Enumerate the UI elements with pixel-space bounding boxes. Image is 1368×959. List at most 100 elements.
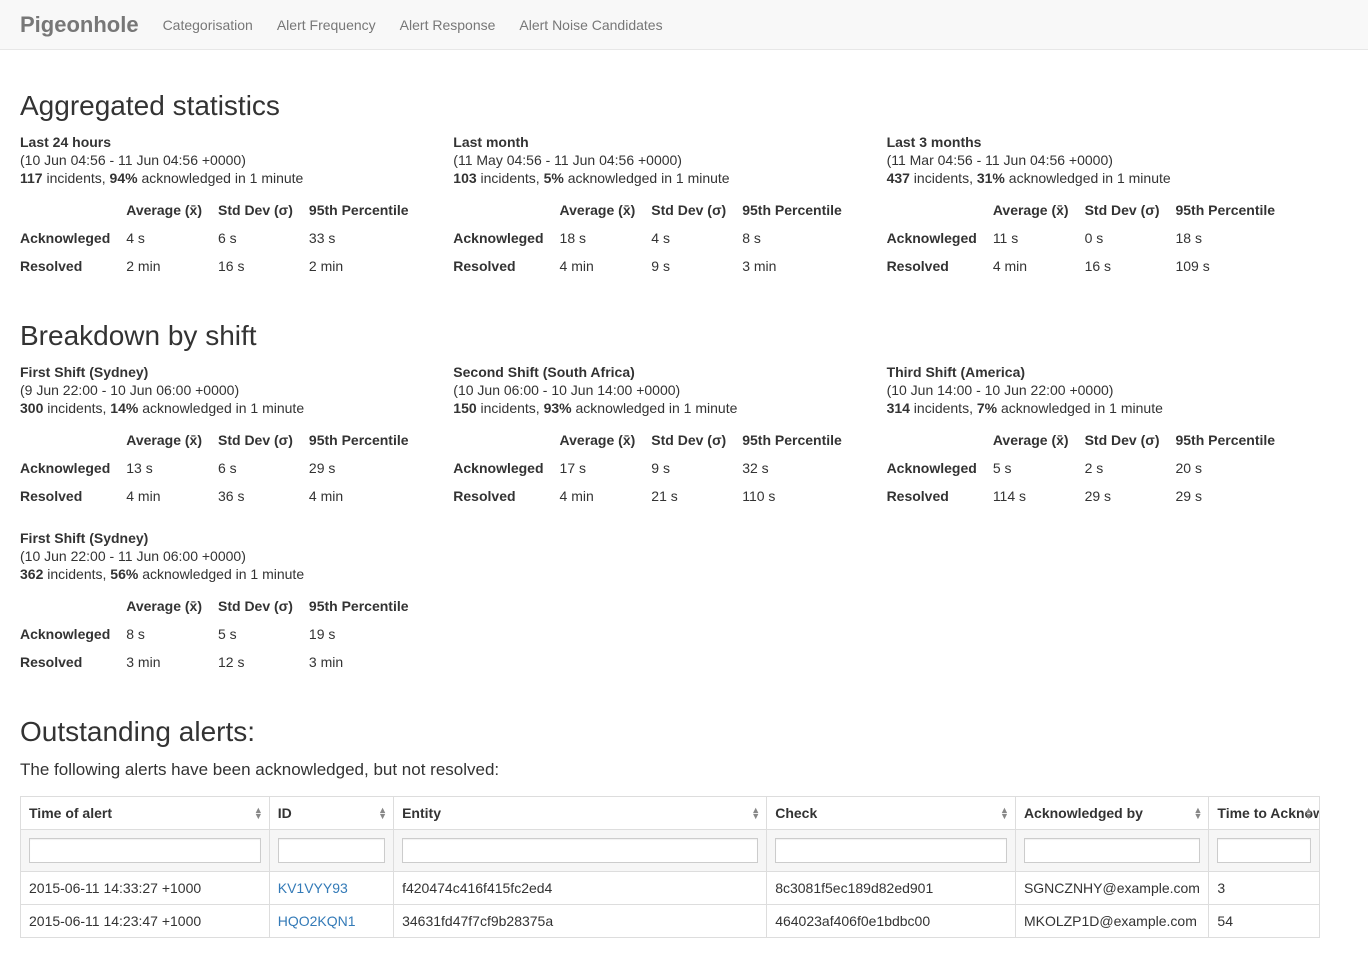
stats-row-label: Acknowleged <box>20 224 126 252</box>
stats-cell: 109 s <box>1175 252 1291 280</box>
stats-cell: 110 s <box>742 482 858 510</box>
aggregated-heading: Aggregated statistics <box>20 90 1320 122</box>
incident-count: 300 <box>20 400 43 416</box>
block-summary: 150 incidents, 93% acknowledged in 1 min… <box>453 400 866 416</box>
outstanding-subheading: The following alerts have been acknowled… <box>20 760 1320 780</box>
summary-tail: acknowledged in 1 minute <box>572 400 738 416</box>
outstanding-heading: Outstanding alerts: <box>20 716 1320 748</box>
alerts-th[interactable]: Entity▲▼ <box>394 797 767 830</box>
summary-mid: incidents, <box>910 400 977 416</box>
block-range: (10 Jun 22:00 - 11 Jun 06:00 +0000) <box>20 548 433 564</box>
stats-cell: 3 min <box>126 648 218 676</box>
stats-th-p95: 95th Percentile <box>742 426 858 454</box>
stats-row-label: Acknowleged <box>20 454 126 482</box>
stats-cell: 17 s <box>560 454 652 482</box>
summary-tail: acknowledged in 1 minute <box>138 566 304 582</box>
stats-th-p95: 95th Percentile <box>309 196 425 224</box>
stats-th-std: Std Dev (σ) <box>1085 426 1176 454</box>
stats-cell: 29 s <box>309 454 425 482</box>
alerts-filter-input[interactable] <box>29 838 261 863</box>
stats-cell: 4 min <box>309 482 425 510</box>
sort-icon[interactable]: ▲▼ <box>751 807 760 819</box>
alerts-filter-input[interactable] <box>1024 838 1200 863</box>
block-summary: 117 incidents, 94% acknowledged in 1 min… <box>20 170 433 186</box>
alerts-filter-input[interactable] <box>1217 838 1311 863</box>
alerts-cell-id: KV1VYY93 <box>269 872 393 905</box>
stats-cell: 18 s <box>560 224 652 252</box>
stats-row-label: Resolved <box>887 252 993 280</box>
aggregated-row: Last 24 hours(10 Jun 04:56 - 11 Jun 04:5… <box>20 134 1320 300</box>
stats-cell: 19 s <box>309 620 425 648</box>
stats-cell: 13 s <box>126 454 218 482</box>
alert-id-link[interactable]: KV1VYY93 <box>278 880 348 896</box>
alerts-filter-input[interactable] <box>278 838 385 863</box>
alerts-cell-check: 464023af406f0e1bdbc00 <box>767 905 1016 938</box>
alert-id-link[interactable]: HQO2KQN1 <box>278 913 356 929</box>
stats-cell: 12 s <box>218 648 309 676</box>
alerts-th[interactable]: Check ▲▼ <box>767 797 1016 830</box>
stats-cell: 16 s <box>1085 252 1176 280</box>
stats-th-std: Std Dev (σ) <box>218 592 309 620</box>
stats-th-avg: Average (x̄) <box>126 592 218 620</box>
stats-cell: 9 s <box>651 252 742 280</box>
stats-row-label: Resolved <box>887 482 993 510</box>
stats-th-std: Std Dev (σ) <box>651 426 742 454</box>
alerts-th[interactable]: Time of alert▲▼ <box>21 797 270 830</box>
block-range: (10 Jun 06:00 - 10 Jun 14:00 +0000) <box>453 382 866 398</box>
sort-icon[interactable]: ▲▼ <box>378 807 387 819</box>
block-range: (11 May 04:56 - 11 Jun 04:56 +0000) <box>453 152 866 168</box>
navbar: Pigeonhole Categorisation Alert Frequenc… <box>0 0 1368 50</box>
alerts-filter-input[interactable] <box>402 838 758 863</box>
stats-cell: 20 s <box>1175 454 1291 482</box>
stats-block: Second Shift (South Africa)(10 Jun 06:00… <box>453 364 886 510</box>
sort-icon[interactable]: ▲▼ <box>1304 807 1313 819</box>
stats-row-label: Acknowleged <box>453 224 559 252</box>
block-title: Last 3 months <box>887 134 1300 150</box>
incident-count: 103 <box>453 170 476 186</box>
alerts-th-label: Check <box>775 805 817 821</box>
stats-cell: 8 s <box>742 224 858 252</box>
stats-cell: 5 s <box>218 620 309 648</box>
nav-alert-response[interactable]: Alert Response <box>400 17 496 33</box>
sort-icon[interactable]: ▲▼ <box>1000 807 1009 819</box>
summary-mid: incidents, <box>43 400 110 416</box>
alerts-cell-ack_by: SGNCZNHY@example.com <box>1015 872 1208 905</box>
alerts-cell-time: 2015-06-11 14:33:27 +1000 <box>21 872 270 905</box>
alerts-filter-input[interactable] <box>775 838 1007 863</box>
stats-block: Third Shift (America)(10 Jun 14:00 - 10 … <box>887 364 1320 510</box>
stats-cell: 11 s <box>993 224 1085 252</box>
alerts-th[interactable]: Time to Acknowledge▲▼ <box>1209 797 1320 830</box>
nav-categorisation[interactable]: Categorisation <box>163 17 253 33</box>
stats-th-p95: 95th Percentile <box>1175 196 1291 224</box>
incident-count: 150 <box>453 400 476 416</box>
sort-icon[interactable]: ▲▼ <box>1193 807 1202 819</box>
sort-icon[interactable]: ▲▼ <box>254 807 263 819</box>
stats-th-p95: 95th Percentile <box>309 592 425 620</box>
stats-th-std: Std Dev (σ) <box>1085 196 1176 224</box>
incident-count: 314 <box>887 400 910 416</box>
block-range: (9 Jun 22:00 - 10 Jun 06:00 +0000) <box>20 382 433 398</box>
nav-alert-noise-candidates[interactable]: Alert Noise Candidates <box>519 17 662 33</box>
summary-tail: acknowledged in 1 minute <box>1005 170 1171 186</box>
stats-cell: 32 s <box>742 454 858 482</box>
alerts-cell-entity: 34631fd47f7cf9b28375a <box>394 905 767 938</box>
main-container: Aggregated statistics Last 24 hours(10 J… <box>0 50 1340 938</box>
brand-link[interactable]: Pigeonhole <box>20 12 139 38</box>
stats-th-p95: 95th Percentile <box>742 196 858 224</box>
nav-list: Categorisation Alert Frequency Alert Res… <box>163 17 687 33</box>
alerts-th[interactable]: ID▲▼ <box>269 797 393 830</box>
stats-th-avg: Average (x̄) <box>126 196 218 224</box>
alerts-cell-entity: f420474c416f415fc2ed4 <box>394 872 767 905</box>
block-range: (10 Jun 04:56 - 11 Jun 04:56 +0000) <box>20 152 433 168</box>
stats-table: Average (x̄)Std Dev (σ)95th PercentileAc… <box>20 426 425 510</box>
stats-row-label: Acknowleged <box>20 620 126 648</box>
summary-tail: acknowledged in 1 minute <box>138 400 304 416</box>
alerts-cell-tta: 54 <box>1209 905 1320 938</box>
nav-alert-frequency[interactable]: Alert Frequency <box>277 17 376 33</box>
stats-cell: 33 s <box>309 224 425 252</box>
stats-th-p95: 95th Percentile <box>309 426 425 454</box>
block-title: First Shift (Sydney) <box>20 364 433 380</box>
stats-th-blank <box>453 196 559 224</box>
summary-mid: incidents, <box>43 170 110 186</box>
alerts-th[interactable]: Acknowledged by▲▼ <box>1015 797 1208 830</box>
